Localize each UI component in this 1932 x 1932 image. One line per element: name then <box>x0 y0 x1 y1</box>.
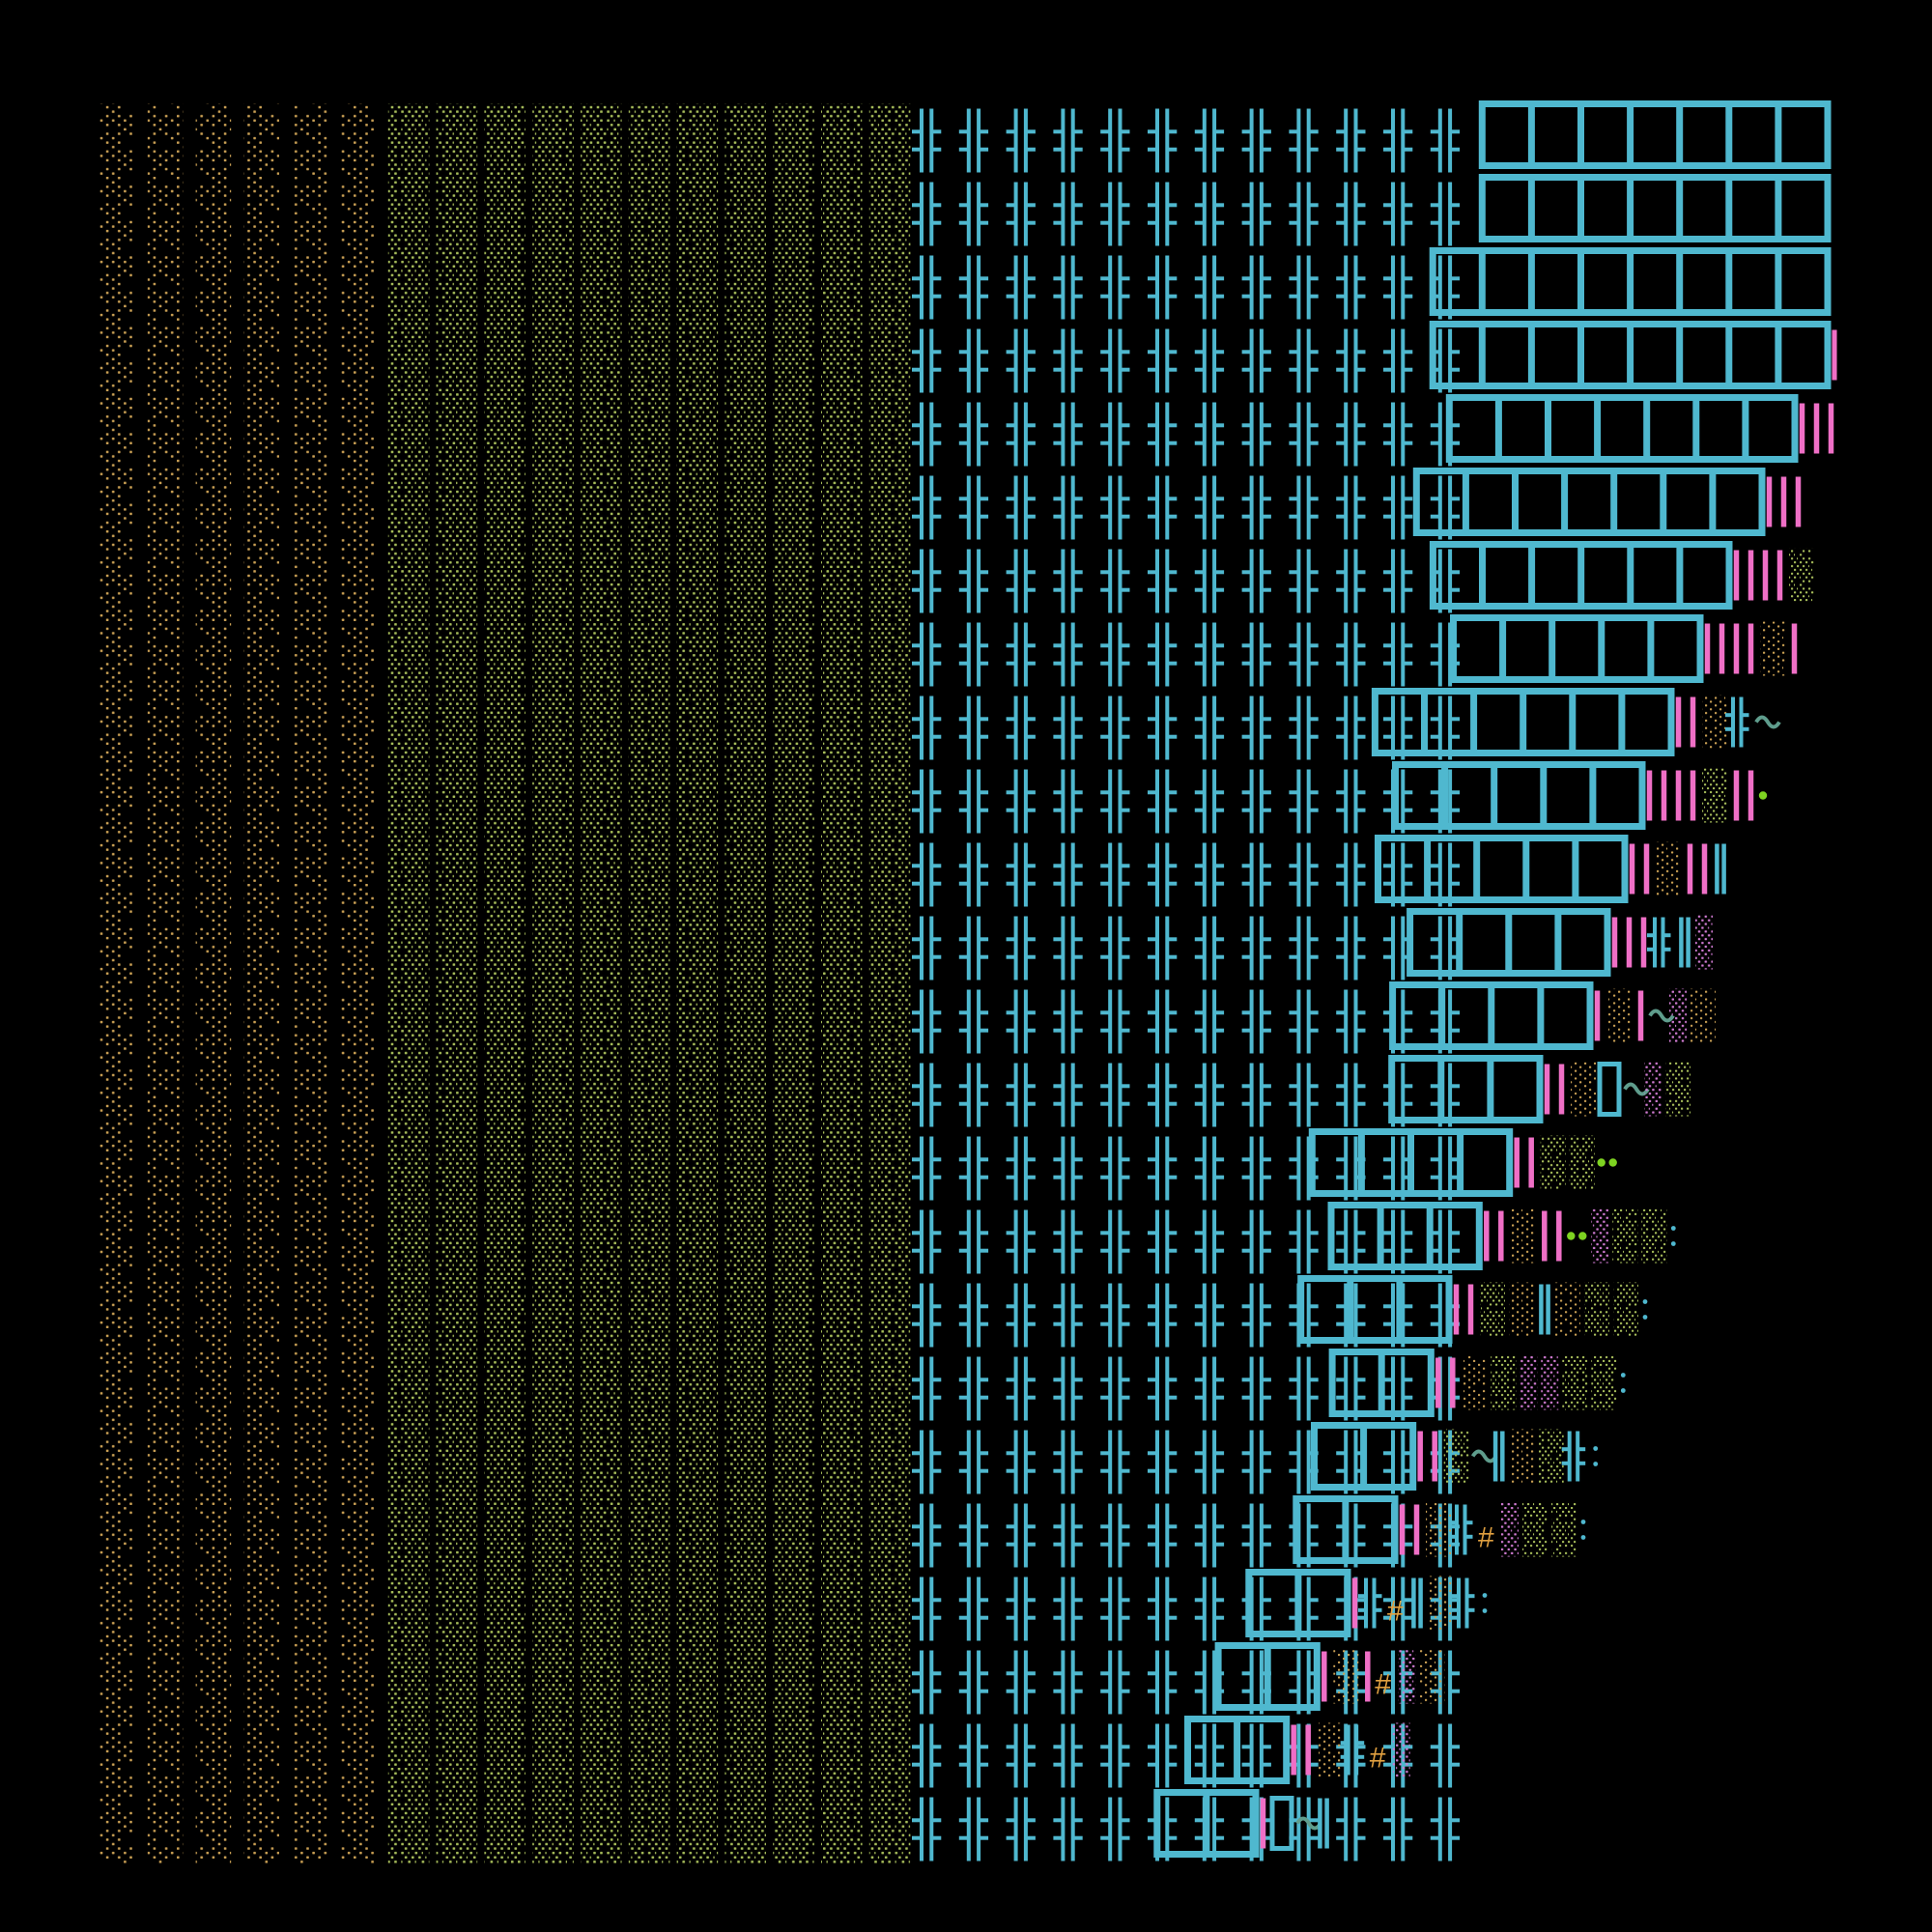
svg-text:#: # <box>1370 1743 1386 1775</box>
svg-text:#: # <box>1375 1669 1391 1701</box>
svg-text:#: # <box>1387 1596 1404 1628</box>
svg-text:#: # <box>1478 1522 1494 1554</box>
